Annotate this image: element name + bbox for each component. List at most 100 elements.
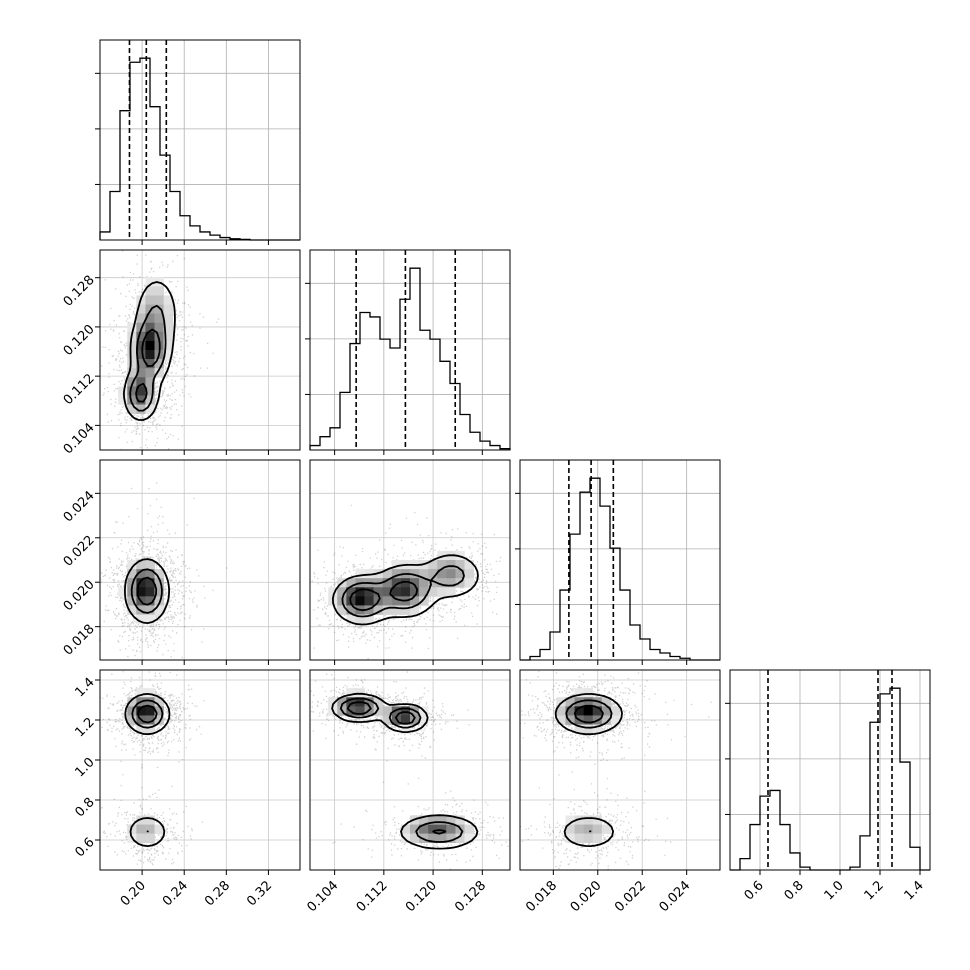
density-bin [145,569,155,579]
density-bin [145,578,155,588]
contour-line [349,581,419,612]
density-bin [163,331,174,342]
density-bin [136,350,146,360]
density-bin [127,377,137,387]
density-bin [382,596,393,606]
density-bin [337,697,347,707]
density-bin [136,815,146,825]
x-tick-label: 0.120 [403,878,440,915]
x-tick-label: 0.28 [202,878,233,909]
density-bin [346,578,356,588]
density-bin [391,587,402,597]
density-bin [410,587,420,597]
density-bin [419,815,429,825]
density-bin [127,569,137,579]
density-bin [446,569,456,579]
y-tick-label: 1.4 [72,675,97,700]
density-bin [145,815,155,825]
y-tick-label: 0.128 [61,273,98,310]
density-bin [410,596,420,606]
density-bin [127,824,137,834]
density-bin [163,350,174,360]
density-bin [154,824,164,834]
axes-frame [309,669,511,871]
y-tick-label: 0.120 [61,322,98,359]
joint-panel-1-3: 0.018 0.020 0.022 0.024 [61,459,301,665]
density-bin [145,605,155,615]
density-bin [127,605,137,615]
density-bin [346,587,356,597]
density-bin [127,340,137,351]
density-bin [400,715,411,725]
axes-frame [99,249,301,451]
density-bin [145,386,155,396]
joint-content [100,460,300,660]
density-bin [373,587,384,597]
density-bin [400,587,411,597]
density-bin [592,815,603,825]
contour-line [331,692,479,850]
contour-line [124,693,171,847]
density-bin [136,377,146,387]
density-bin [565,815,575,825]
density-bin [136,368,146,378]
y-tick-label: 1.0 [72,755,97,780]
density-bin [364,614,374,624]
density-bin [428,569,438,579]
density-bin [145,715,155,725]
density-bin [446,833,456,844]
density-bin [145,295,155,305]
density-bin [446,560,456,570]
density-bin [583,706,594,716]
joint-panel-1-2: 0.104 0.112 0.120 0.128 [61,249,301,457]
histogram-step [99,57,300,241]
density-bin [163,313,174,324]
density-bin [337,605,347,615]
contour-line [136,576,158,606]
density-bin [145,340,155,351]
density-bin [455,569,465,579]
x-tick-label: 0.104 [305,878,342,915]
density-bin [428,560,438,570]
density-bin [136,578,146,588]
joint-content [310,670,510,870]
density-bin [136,359,146,369]
x-tick-label: 0.020 [568,878,605,915]
density-bin [373,605,384,615]
density-bin [136,304,146,314]
density-bin [355,587,365,597]
density-bin [391,706,402,716]
density-bin [400,724,411,734]
density-bin [437,578,447,588]
density-bin [145,824,155,834]
density-bin [154,706,164,716]
density-bin [574,824,584,834]
density-bin [601,824,612,834]
density-bin [592,824,603,834]
density-bin [610,706,621,716]
axes-frame [99,669,301,871]
density-bin [583,724,594,734]
density-bin [583,833,594,844]
density-bin [127,368,137,378]
density-bin [391,596,402,606]
density-bin [583,815,594,825]
contour-line [137,704,158,724]
density-bin [391,560,402,570]
density-bin [145,313,155,324]
density-bin [136,724,146,734]
density-bin [373,706,384,716]
histogram-panel-2 [305,249,511,451]
density-bin [154,331,164,342]
density-bin [346,697,356,707]
density-bin [118,386,128,396]
density-bin [145,724,155,734]
density-bin [127,596,137,606]
density-bin [163,295,174,305]
x-tick-label: 0.24 [160,878,191,909]
density-bin [154,578,164,588]
density-bin [145,596,155,606]
contour-line [131,699,164,833]
density-bin [127,350,137,360]
density-bin [127,715,137,725]
